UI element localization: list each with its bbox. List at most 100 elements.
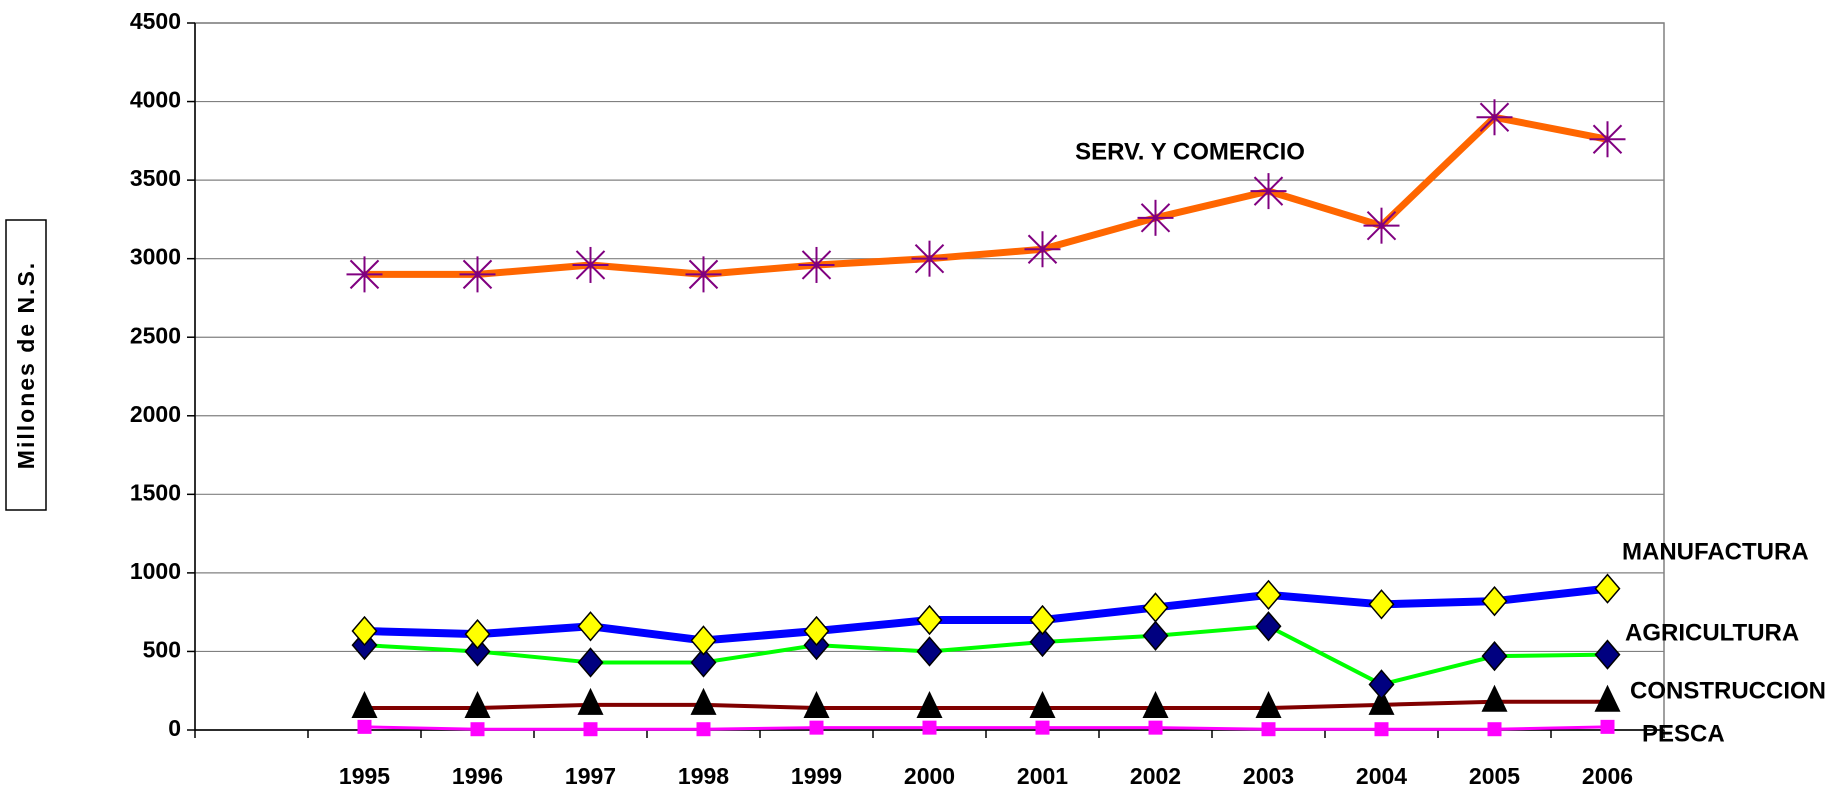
marker-stroke (1479, 102, 1510, 132)
x-tick-label: 2004 (1356, 763, 1407, 789)
marker (1487, 722, 1502, 737)
marker (1261, 722, 1276, 737)
marker (459, 256, 496, 293)
marker (1481, 684, 1508, 712)
marker (1255, 611, 1282, 642)
marker-stroke (1140, 203, 1171, 233)
y-tick-label: 3000 (130, 244, 181, 270)
marker-stroke (801, 250, 832, 280)
marker (803, 691, 830, 719)
marker (803, 615, 830, 647)
marker (1035, 720, 1050, 735)
x-tick-label: 2002 (1130, 763, 1181, 789)
marker (470, 722, 485, 737)
y-tick-label: 3500 (130, 165, 181, 191)
marker (577, 687, 604, 715)
marker (696, 722, 711, 737)
x-tick-label: 2001 (1017, 763, 1068, 789)
marker (346, 256, 383, 293)
series-line (364, 584, 1608, 645)
marker (798, 246, 835, 283)
y-axis-title: Millones de N.S. (5, 219, 47, 511)
marker (1374, 722, 1389, 737)
marker-stroke (575, 250, 606, 280)
series-label: MANUFACTURA (1622, 538, 1809, 565)
series-line (364, 699, 1608, 711)
series-label: PESCA (1642, 720, 1725, 747)
marker-stroke (1027, 234, 1058, 264)
marker (1255, 691, 1282, 719)
marker (1024, 231, 1061, 268)
y-tick-label: 1000 (130, 558, 181, 584)
marker (1368, 589, 1395, 620)
y-tick-label: 500 (143, 637, 181, 663)
marker (1363, 207, 1400, 244)
y-tick-label: 0 (168, 715, 181, 741)
y-axis-title-box (5, 219, 47, 511)
marker (690, 687, 717, 715)
series-line (364, 113, 1609, 278)
marker (690, 647, 717, 678)
marker (1142, 691, 1169, 719)
x-tick-label: 1996 (452, 763, 503, 789)
marker (351, 615, 378, 647)
marker (922, 720, 937, 735)
marker (1137, 199, 1174, 236)
y-tick-label: 4500 (130, 8, 181, 34)
marker (685, 256, 722, 293)
marker (916, 636, 943, 667)
x-tick-label: 2005 (1469, 763, 1520, 789)
y-tick-label: 4000 (130, 87, 181, 113)
series-label: SERV. Y COMERCIO (1075, 138, 1305, 165)
x-tick-label: 1995 (339, 763, 390, 789)
marker-stroke (1253, 176, 1284, 206)
marker (583, 722, 598, 737)
marker (916, 604, 943, 636)
x-tick-label: 2000 (904, 763, 955, 789)
x-tick-label: 2006 (1582, 763, 1633, 789)
marker (690, 625, 717, 656)
marker-stroke (914, 243, 945, 274)
x-tick-label: 1997 (565, 763, 616, 789)
marker (1250, 173, 1287, 210)
marker (572, 246, 609, 283)
marker-stroke (1592, 124, 1623, 154)
marker (1594, 639, 1621, 670)
y-tick-label: 2500 (130, 322, 181, 348)
marker (1029, 626, 1056, 658)
marker (357, 719, 372, 734)
marker-stroke (349, 259, 380, 290)
x-tick-label: 1999 (791, 763, 842, 789)
marker (911, 240, 948, 277)
marker (1255, 579, 1282, 611)
marker (1142, 592, 1169, 623)
marker (1481, 641, 1508, 672)
marker (1148, 720, 1163, 735)
marker (916, 691, 943, 719)
y-axis-title-text: Millones de N.S. (13, 261, 39, 469)
marker-stroke (1366, 210, 1397, 241)
marker (1368, 687, 1395, 715)
marker (1142, 620, 1169, 651)
marker (577, 611, 604, 642)
marker-stroke (688, 259, 719, 290)
series-label: AGRICULTURA (1625, 619, 1799, 646)
marker (577, 647, 604, 678)
x-tick-label: 1998 (678, 763, 729, 789)
marker (1594, 573, 1621, 604)
series-label: CONSTRUCCION (1630, 677, 1826, 704)
marker (1476, 99, 1513, 136)
marker (464, 691, 491, 719)
marker (1029, 604, 1056, 636)
y-tick-label: 1500 (130, 479, 181, 505)
marker (1481, 586, 1508, 617)
x-tick-label: 2003 (1243, 763, 1294, 789)
marker (1589, 121, 1626, 158)
marker (464, 636, 491, 667)
y-tick-label: 2000 (130, 401, 181, 427)
marker (1368, 669, 1395, 700)
marker (809, 720, 824, 735)
marker (1594, 684, 1621, 712)
marker (1029, 691, 1056, 719)
